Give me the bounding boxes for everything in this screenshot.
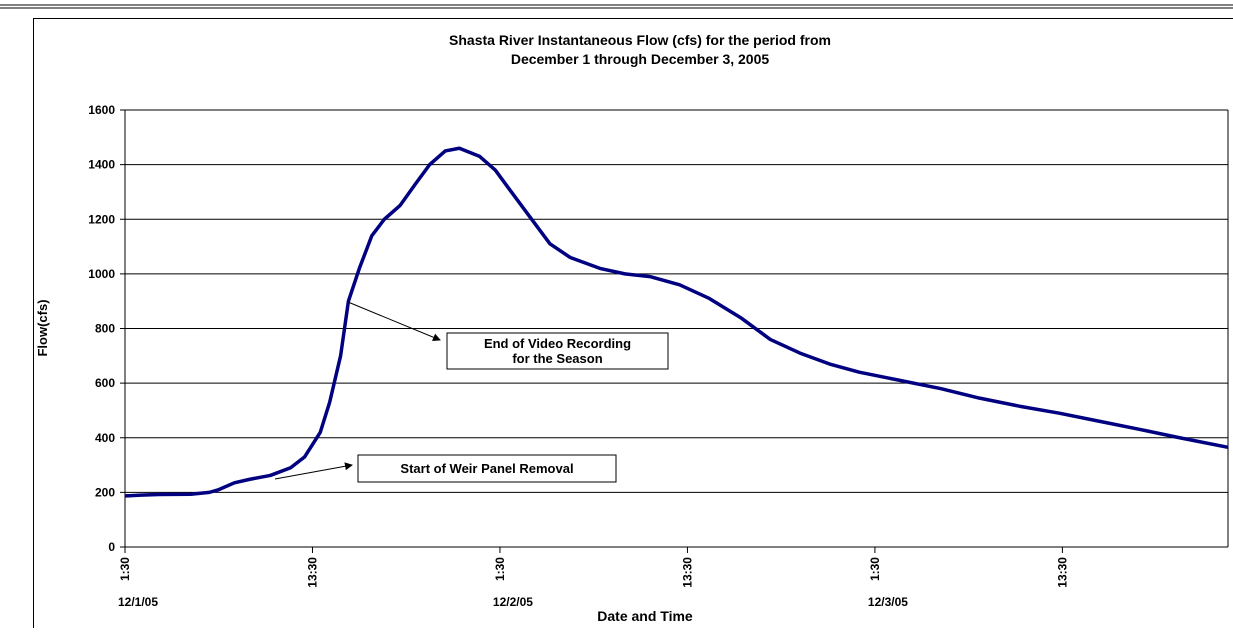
x-tick-label: 1:30 bbox=[868, 557, 882, 581]
y-tick-label: 1000 bbox=[88, 267, 115, 281]
y-tick-label: 1200 bbox=[88, 212, 115, 226]
y-tick-label: 0 bbox=[108, 540, 115, 554]
x-date-label: 12/3/05 bbox=[868, 595, 908, 609]
y-tick-label: 600 bbox=[95, 376, 115, 390]
y-tick-label: 800 bbox=[95, 322, 115, 336]
y-tick-label: 1600 bbox=[88, 103, 115, 117]
x-tick-label: 13:30 bbox=[680, 557, 694, 588]
x-date-label: 12/1/05 bbox=[118, 595, 158, 609]
x-tick-label: 1:30 bbox=[118, 557, 132, 581]
annotation-text: End of Video Recording bbox=[484, 336, 631, 351]
x-tick-label: 1:30 bbox=[493, 557, 507, 581]
x-date-label: 12/2/05 bbox=[493, 595, 533, 609]
y-tick-label: 200 bbox=[95, 485, 115, 499]
x-tick-label: 13:30 bbox=[1055, 557, 1069, 588]
y-axis-title: Flow(cfs) bbox=[35, 299, 50, 356]
x-tick-label: 13:30 bbox=[305, 557, 319, 588]
chart-title: December 1 through December 3, 2005 bbox=[511, 51, 770, 67]
annotation-text: for the Season bbox=[512, 351, 602, 366]
chart-title: Shasta River Instantaneous Flow (cfs) fo… bbox=[449, 32, 831, 48]
y-tick-label: 1400 bbox=[88, 158, 115, 172]
annotation-text: Start of Weir Panel Removal bbox=[400, 461, 573, 476]
x-axis-title: Date and Time bbox=[597, 608, 693, 624]
y-tick-label: 400 bbox=[95, 431, 115, 445]
